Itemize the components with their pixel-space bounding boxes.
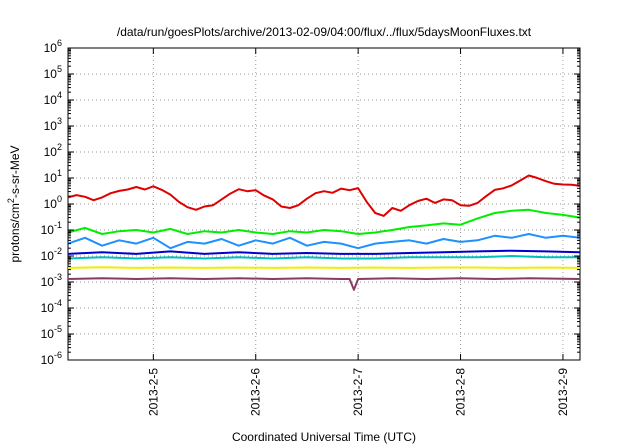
y-tick-label: 105 (44, 64, 62, 81)
y-tick-base: 10 (44, 67, 58, 81)
y-tick-exponent: -6 (54, 350, 62, 360)
y-tick-label: 10-5 (41, 324, 62, 341)
series-line-2 (67, 208, 581, 235)
y-tick-base: 10 (44, 197, 58, 211)
chart-title: /data/run/goesPlots/archive/2013-02-09/0… (117, 25, 532, 39)
y-tick-base: 10 (44, 93, 58, 107)
y-tick-label: 106 (44, 38, 62, 55)
y-tick-base: 10 (41, 353, 55, 367)
y-tick-base: 10 (41, 301, 55, 315)
x-axis-ticks: 2013-2-5 2013-2-6 2013-2-7 2013-2-8 2013-2-9 (146, 48, 570, 416)
series-line-4 (67, 249, 581, 255)
y-tick-exponent: -4 (54, 298, 62, 308)
x-tick-label: 2013-2-7 (351, 368, 365, 416)
y-tick-base: 10 (41, 249, 55, 263)
y-tick-exponent: 2 (57, 142, 62, 152)
x-tick-label: 2013-2-9 (556, 368, 570, 416)
y-tick-exponent: 4 (57, 90, 62, 100)
y-tick-label: 10-3 (41, 272, 62, 289)
y-tick-base: 10 (41, 327, 55, 341)
series-line-1 (67, 174, 581, 217)
y-tick-exponent: 6 (57, 38, 62, 48)
series-layer (67, 174, 581, 291)
y-tick-exponent: -5 (54, 324, 62, 334)
y-axis-title: protons/cm2-s-sr-MeV (6, 145, 22, 262)
x-tick-label: 2013-2-6 (249, 368, 263, 416)
x-axis-title: Coordinated Universal Time (UTC) (232, 430, 416, 444)
y-tick-base: 10 (41, 275, 55, 289)
y-tick-label: 10-2 (41, 246, 62, 263)
y-tick-label: 100 (44, 194, 62, 211)
y-axis-ticks: 10610510410310210110010-110-210-310-410-… (41, 38, 580, 367)
y-axis-title-sup: 2 (6, 198, 16, 203)
y-tick-exponent: 5 (57, 64, 62, 74)
y-tick-label: 10-6 (41, 350, 62, 367)
series-line-3 (67, 233, 581, 250)
y-tick-label: 10-1 (41, 220, 62, 237)
y-tick-base: 10 (44, 119, 58, 133)
y-tick-exponent: -1 (54, 220, 62, 230)
x-tick-label: 2013-2-5 (146, 368, 160, 416)
y-tick-exponent: 1 (57, 168, 62, 178)
y-tick-label: 104 (44, 90, 62, 107)
y-tick-label: 10-4 (41, 298, 62, 315)
y-tick-exponent: 0 (57, 194, 62, 204)
y-tick-exponent: 3 (57, 116, 62, 126)
y-axis-title-base: protons/cm (8, 203, 22, 262)
y-tick-label: 102 (44, 142, 62, 159)
y-tick-exponent: -3 (54, 272, 62, 282)
y-tick-label: 101 (44, 168, 62, 185)
y-tick-base: 10 (44, 145, 58, 159)
y-tick-base: 10 (41, 223, 55, 237)
y-tick-exponent: -2 (54, 246, 62, 256)
series-line-7 (67, 277, 581, 291)
y-tick-label: 103 (44, 116, 62, 133)
series-line-6 (67, 266, 581, 269)
series-line-5 (67, 255, 580, 260)
y-tick-base: 10 (44, 41, 58, 55)
grid-lines (68, 48, 580, 360)
y-axis-title-rest: -s-sr-MeV (8, 145, 22, 198)
x-tick-label: 2013-2-8 (454, 368, 468, 416)
y-tick-base: 10 (44, 171, 58, 185)
